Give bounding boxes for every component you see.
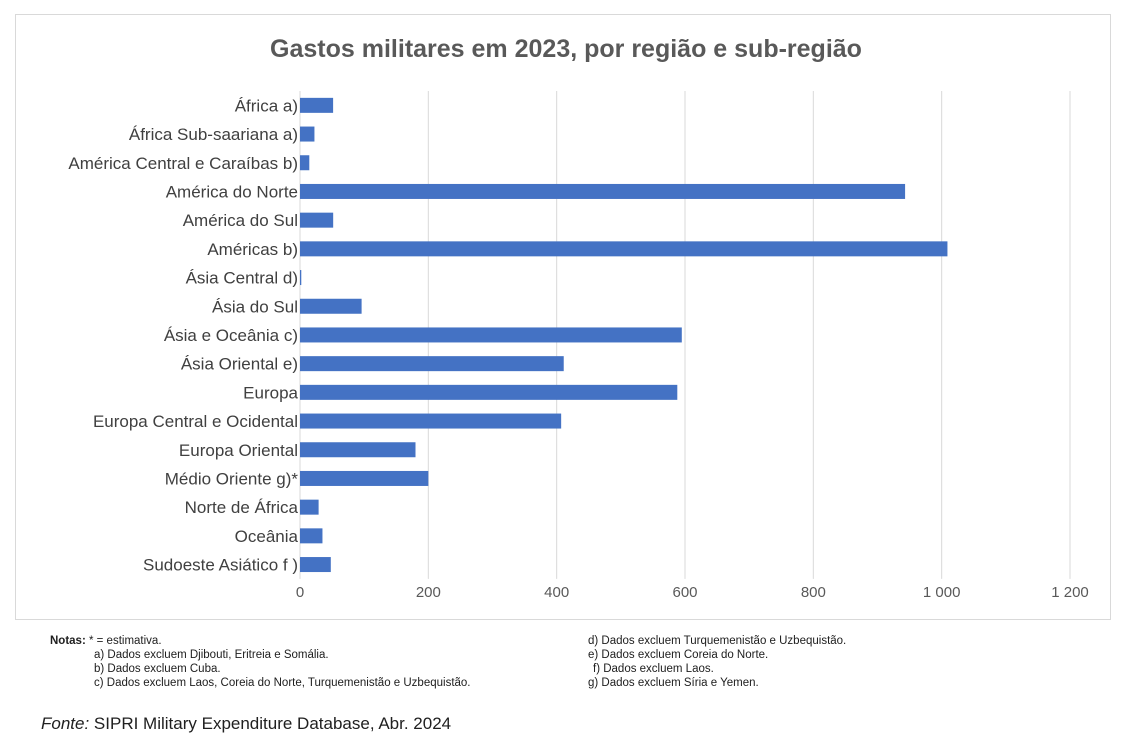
bar — [300, 327, 682, 343]
x-tick-label: 800 — [801, 584, 826, 601]
category-label: Europa — [243, 383, 298, 402]
bar — [300, 413, 562, 429]
category-label: Médio Oriente g)* — [165, 469, 299, 488]
notes-first-line: Notas: * = estimativa. — [50, 634, 471, 648]
category-label: América do Sul — [183, 211, 298, 230]
source-text: SIPRI Military Expenditure Database, Abr… — [89, 714, 452, 733]
x-tick-label: 400 — [544, 584, 569, 601]
bar — [300, 155, 310, 171]
bar — [300, 97, 334, 113]
category-label: Ásia do Sul — [212, 297, 298, 316]
note-b: b) Dados excluem Cuba. — [94, 663, 221, 675]
category-label: Europa Central e Ocidental — [93, 412, 298, 431]
x-tick-label: 0 — [296, 584, 304, 601]
note-d: d) Dados excluem Turquemenistão e Uzbequ… — [588, 635, 847, 647]
category-label: América do Norte — [166, 182, 298, 201]
note-c: c) Dados excluem Laos, Coreia do Norte, … — [94, 677, 471, 689]
x-tick-label: 1 000 — [923, 584, 961, 601]
x-tick-label: 600 — [672, 584, 697, 601]
bars — [300, 97, 948, 573]
note-e: e) Dados excluem Coreia do Norte. — [588, 649, 769, 661]
category-label: África Sub-saariana a) — [129, 125, 298, 144]
bar — [300, 470, 429, 486]
bar — [300, 528, 323, 544]
source-prefix: Fonte: — [41, 714, 90, 733]
bar — [300, 442, 416, 458]
category-labels: África a) África Sub-saariana a) América C… — [68, 96, 298, 574]
bar — [300, 126, 315, 142]
bar — [300, 183, 906, 199]
x-tick-label: 200 — [416, 584, 441, 601]
category-label: Oceânia — [235, 527, 299, 546]
chart-title: Gastos militares em 2023, por região e s… — [270, 35, 862, 63]
notes-label: Notas: — [50, 635, 86, 647]
bar — [300, 557, 331, 573]
source-line: Fonte: SIPRI Military Expenditure Databa… — [41, 714, 451, 734]
x-axis-tick-labels: 0 200 400 600 800 1 000 1 200 — [296, 584, 1089, 601]
category-label: Sudoeste Asiático f ) — [143, 556, 298, 575]
notes-right-column: d) Dados excluem Turquemenistão e Uzbequ… — [588, 634, 846, 690]
bar — [300, 241, 948, 257]
bar — [300, 356, 564, 372]
chart-frame: Gastos militares em 2023, por região e s… — [15, 14, 1111, 620]
category-label: Américas b) — [207, 240, 298, 259]
notes-first: * = estimativa. — [85, 635, 162, 647]
category-label: Ásia Central d) — [186, 269, 298, 288]
category-label: Norte de África — [185, 498, 299, 517]
notes-left-column: Notas: * = estimativa. a) Dados excluem … — [50, 634, 471, 690]
category-label: África a) — [235, 96, 298, 115]
bar — [300, 270, 302, 286]
bar — [300, 499, 319, 515]
bar — [300, 298, 362, 314]
x-tick-label: 1 200 — [1051, 584, 1089, 601]
bar — [300, 384, 678, 400]
note-f: f) Dados excluem Laos. — [593, 663, 714, 675]
note-g: g) Dados excluem Síria e Yemen. — [588, 677, 759, 689]
category-label: Europa Oriental — [179, 441, 298, 460]
bar — [300, 212, 334, 228]
bar-chart: Gastos militares em 2023, por região e s… — [68, 35, 1089, 601]
gridlines — [299, 91, 1071, 579]
category-label: Ásia Oriental e) — [181, 355, 298, 374]
category-label: Ásia e Oceânia c) — [164, 326, 298, 345]
note-a: a) Dados excluem Djibouti, Eritreia e So… — [94, 649, 329, 661]
notes: Notas: * = estimativa. a) Dados excluem … — [50, 634, 1110, 698]
category-label: América Central e Caraíbas b) — [68, 154, 298, 173]
